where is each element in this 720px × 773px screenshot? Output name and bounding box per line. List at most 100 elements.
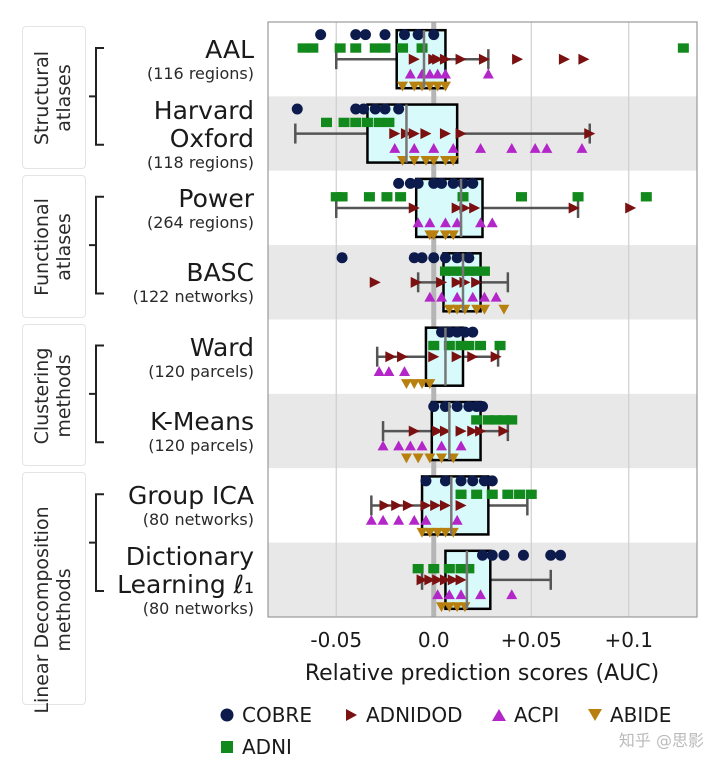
row-name: Group ICA: [128, 481, 254, 511]
point-acpi: [506, 142, 518, 153]
row-label: Dictionary Learning ℓ₁ (80 networks): [117, 542, 254, 619]
point-adnidod: [439, 574, 451, 586]
row-subtitle: (264 regions): [146, 212, 254, 232]
point-acpi: [404, 440, 416, 451]
point-adni: [572, 192, 584, 202]
point-abide: [428, 230, 440, 241]
point-adni: [334, 43, 346, 53]
point-abide: [432, 527, 444, 538]
group-label-line: Clustering: [31, 347, 53, 445]
point-cobre: [369, 103, 381, 115]
group-label-line: Functional: [31, 198, 53, 296]
point-adnidod: [455, 425, 467, 437]
point-acpi: [506, 589, 518, 600]
group-label: Functional atlases: [31, 198, 75, 296]
point-adni: [397, 43, 409, 53]
point-abide: [420, 155, 432, 166]
point-adni: [471, 489, 483, 499]
point-adni: [457, 192, 469, 202]
point-cobre: [315, 29, 327, 41]
group-bracket: [95, 493, 104, 592]
point-adni: [525, 489, 537, 499]
point-acpi: [412, 217, 424, 228]
point-adnidod: [432, 53, 444, 65]
point-adnidod: [455, 128, 467, 140]
point-adni: [514, 489, 526, 499]
point-abide: [424, 379, 436, 389]
point-cobre: [412, 177, 424, 189]
row-name: Learning ℓ₁: [117, 569, 254, 599]
point-adnidod: [490, 351, 502, 363]
point-adni: [307, 43, 319, 53]
point-cobre: [467, 177, 479, 189]
point-abide: [400, 379, 412, 389]
point-adni: [350, 117, 362, 128]
group-label-line: methods: [53, 354, 75, 438]
point-adni: [447, 266, 459, 276]
point-acpi: [529, 142, 541, 153]
point-adnidod: [451, 202, 463, 214]
point-abide: [436, 602, 448, 613]
point-cobre: [358, 103, 370, 115]
point-cobre: [477, 401, 488, 413]
watermark: 知乎 @思影: [618, 731, 704, 750]
row-label: Ward (120 parcels): [148, 333, 254, 382]
point-adni: [455, 489, 467, 499]
point-abide: [424, 81, 436, 92]
row-subtitle: (116 regions): [146, 64, 254, 84]
point-cobre: [477, 549, 488, 561]
point-abide: [400, 453, 412, 464]
point-abide: [443, 602, 455, 613]
point-cobre: [463, 252, 475, 264]
point-adni: [297, 43, 309, 53]
point-acpi: [447, 142, 459, 153]
point-adni: [379, 43, 391, 53]
point-adni: [412, 563, 424, 574]
point-adnidod: [451, 276, 463, 288]
point-cobre: [379, 29, 391, 41]
point-cobre: [428, 252, 440, 264]
point-abide: [416, 527, 428, 538]
point-cobre: [350, 103, 362, 115]
point-cobre: [459, 326, 471, 338]
point-adni: [338, 117, 350, 128]
point-adni: [463, 340, 475, 351]
point-adni: [494, 340, 506, 351]
point-adni: [428, 563, 440, 574]
point-acpi: [443, 589, 455, 600]
point-cobre: [336, 252, 348, 264]
point-acpi: [439, 68, 451, 79]
point-adnidod: [391, 499, 403, 511]
point-adnidod: [558, 53, 570, 65]
legend-label: ADNI: [242, 735, 292, 759]
point-acpi: [475, 142, 487, 153]
point-adnidod: [410, 276, 422, 288]
point-acpi: [455, 589, 467, 600]
triangle-down-icon: [588, 709, 602, 721]
point-abide: [436, 453, 448, 464]
point-acpi: [541, 142, 553, 153]
point-adnidod: [408, 53, 420, 65]
group-box: [22, 26, 86, 169]
point-adni: [502, 489, 514, 499]
circle-icon: [220, 708, 234, 722]
point-cobre: [291, 103, 303, 115]
legend-item-adni: ADNI: [218, 735, 292, 759]
point-adni: [428, 340, 440, 351]
point-adnidod: [428, 351, 440, 363]
point-cobre: [416, 252, 428, 264]
group-label: Linear Decomposition methods: [31, 506, 75, 713]
point-abide: [451, 602, 463, 613]
point-cobre: [420, 475, 432, 487]
x-tick-label: -0.05: [310, 628, 363, 652]
x-tick-label: +0.1: [604, 628, 654, 652]
point-acpi: [420, 514, 432, 525]
point-adnidod: [369, 276, 381, 288]
row-subtitle: (80 networks): [142, 598, 254, 618]
row-subtitle: (118 regions): [146, 152, 254, 172]
point-adni: [383, 117, 395, 128]
point-adnidod: [430, 499, 442, 511]
point-adnidod: [439, 499, 451, 511]
